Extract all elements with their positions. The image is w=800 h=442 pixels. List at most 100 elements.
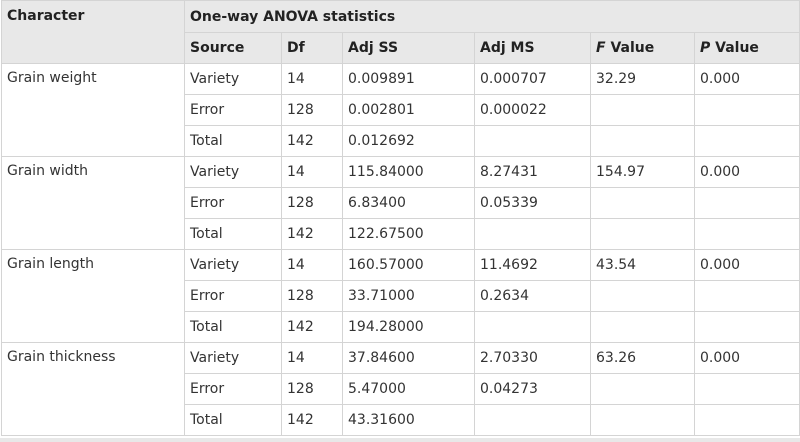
source-cell: Variety (184, 249, 282, 281)
f-value-cell (590, 94, 695, 126)
df-cell: 14 (281, 156, 343, 188)
df-cell: 128 (281, 94, 343, 126)
df-cell: 142 (281, 311, 343, 343)
f-value-cell (590, 311, 695, 343)
adj-ss-cell: 122.67500 (342, 218, 475, 250)
p-value-cell (693, 404, 800, 436)
df-cell: 14 (281, 342, 343, 374)
source-cell: Variety (184, 63, 282, 95)
df-cell: 142 (281, 404, 343, 436)
table-row: Total 142 122.67500 (2, 218, 800, 250)
table-row: Error 128 33.71000 0.2634 (2, 280, 800, 312)
p-value-cell (693, 187, 800, 219)
table-body: Grain weight Variety 14 0.009891 0.000707 32.… (1, 63, 800, 436)
p-value-cell: 0.000 (693, 249, 800, 281)
table-row: Error 128 5.47000 0.04273 (2, 373, 800, 405)
p-value-header: P Value (693, 32, 800, 64)
f-symbol: F (596, 40, 606, 56)
f-value-cell (590, 404, 695, 436)
p-value-cell: 0.000 (693, 63, 800, 95)
source-cell: Error (184, 94, 282, 126)
adj-ms-cell (474, 218, 591, 250)
table-row: Grain length Variety 14 160.57000 11.4692 43.… (1, 249, 800, 343)
adj-ss-cell: 33.71000 (342, 280, 475, 312)
f-value-label: Value (605, 40, 655, 56)
header-row-1: Character One-way ANOVA statistics (1, 0, 800, 64)
table-row: Grain thickness Variety 14 37.84600 2.70330 6… (1, 342, 800, 436)
anova-group-header: One-way ANOVA statistics (183, 0, 800, 33)
df-cell: 142 (281, 218, 343, 250)
table-row: Total 142 43.31600 (2, 404, 800, 436)
f-value-header: F Value (590, 32, 695, 64)
f-value-cell: 154.97 (590, 156, 695, 188)
adj-ss-header: Adj SS (342, 32, 475, 64)
source-cell: Error (184, 373, 282, 405)
character-cell: Grain width (1, 156, 185, 250)
adj-ss-cell: 5.47000 (342, 373, 475, 405)
adj-ms-cell: 0.05339 (474, 187, 591, 219)
adj-ss-cell: 0.009891 (342, 63, 475, 95)
p-value-cell (693, 125, 800, 157)
source-header: Source (184, 32, 282, 64)
f-value-cell: 32.29 (590, 63, 695, 95)
adj-ss-cell: 160.57000 (342, 249, 475, 281)
adj-ms-cell: 0.000022 (474, 94, 591, 126)
df-cell: 14 (281, 249, 343, 281)
f-value-cell (590, 187, 695, 219)
p-value-cell (693, 280, 800, 312)
df-cell: 128 (281, 373, 343, 405)
adj-ms-cell: 2.70330 (474, 342, 591, 374)
table-row: Grain width Variety 14 115.84000 8.27431 154.… (1, 156, 800, 250)
source-cell: Total (184, 404, 282, 436)
source-cell: Total (184, 218, 282, 250)
adj-ss-cell: 37.84600 (342, 342, 475, 374)
adj-ss-cell: 115.84000 (342, 156, 475, 188)
source-cell: Variety (184, 342, 282, 374)
df-cell: 128 (281, 187, 343, 219)
p-value-cell: 0.000 (693, 342, 800, 374)
adj-ms-cell: 8.27431 (474, 156, 591, 188)
p-symbol: P (700, 40, 711, 56)
p-value-cell (693, 94, 800, 126)
f-value-cell (590, 125, 695, 157)
character-cell: Grain length (1, 249, 185, 343)
character-header: Character (1, 0, 185, 64)
p-value-cell (693, 373, 800, 405)
adj-ms-cell (474, 311, 591, 343)
table-row: Grain weight Variety 14 0.009891 0.000707 32.… (1, 63, 800, 157)
source-cell: Error (184, 280, 282, 312)
source-cell: Error (184, 187, 282, 219)
adj-ms-header: Adj MS (474, 32, 591, 64)
adj-ss-cell: 0.012692 (342, 125, 475, 157)
source-cell: Total (184, 311, 282, 343)
f-value-cell (590, 373, 695, 405)
header-row-2: Source Df Adj SS Adj MS F Value P Value (2, 32, 800, 64)
adj-ms-cell (474, 125, 591, 157)
f-value-cell (590, 280, 695, 312)
table-row: Error 128 0.002801 0.000022 (2, 94, 800, 126)
df-cell: 14 (281, 63, 343, 95)
source-cell: Total (184, 125, 282, 157)
table-row: Total 142 0.012692 (2, 125, 800, 157)
f-value-cell: 63.26 (590, 342, 695, 374)
p-value-cell (693, 218, 800, 250)
df-cell: 128 (281, 280, 343, 312)
adj-ms-cell: 0.000707 (474, 63, 591, 95)
adj-ss-cell: 6.83400 (342, 187, 475, 219)
adj-ss-cell: 194.28000 (342, 311, 475, 343)
f-value-cell: 43.54 (590, 249, 695, 281)
f-value-cell (590, 218, 695, 250)
character-cell: Grain thickness (1, 342, 185, 436)
adj-ms-cell: 0.04273 (474, 373, 591, 405)
source-cell: Variety (184, 156, 282, 188)
adj-ss-cell: 43.31600 (342, 404, 475, 436)
df-header: Df (281, 32, 343, 64)
adj-ms-cell: 0.2634 (474, 280, 591, 312)
adj-ms-cell: 11.4692 (474, 249, 591, 281)
p-value-cell (693, 311, 800, 343)
table-bottom-border (0, 438, 800, 442)
adj-ms-cell (474, 404, 591, 436)
df-cell: 142 (281, 125, 343, 157)
p-value-label: Value (710, 40, 759, 56)
